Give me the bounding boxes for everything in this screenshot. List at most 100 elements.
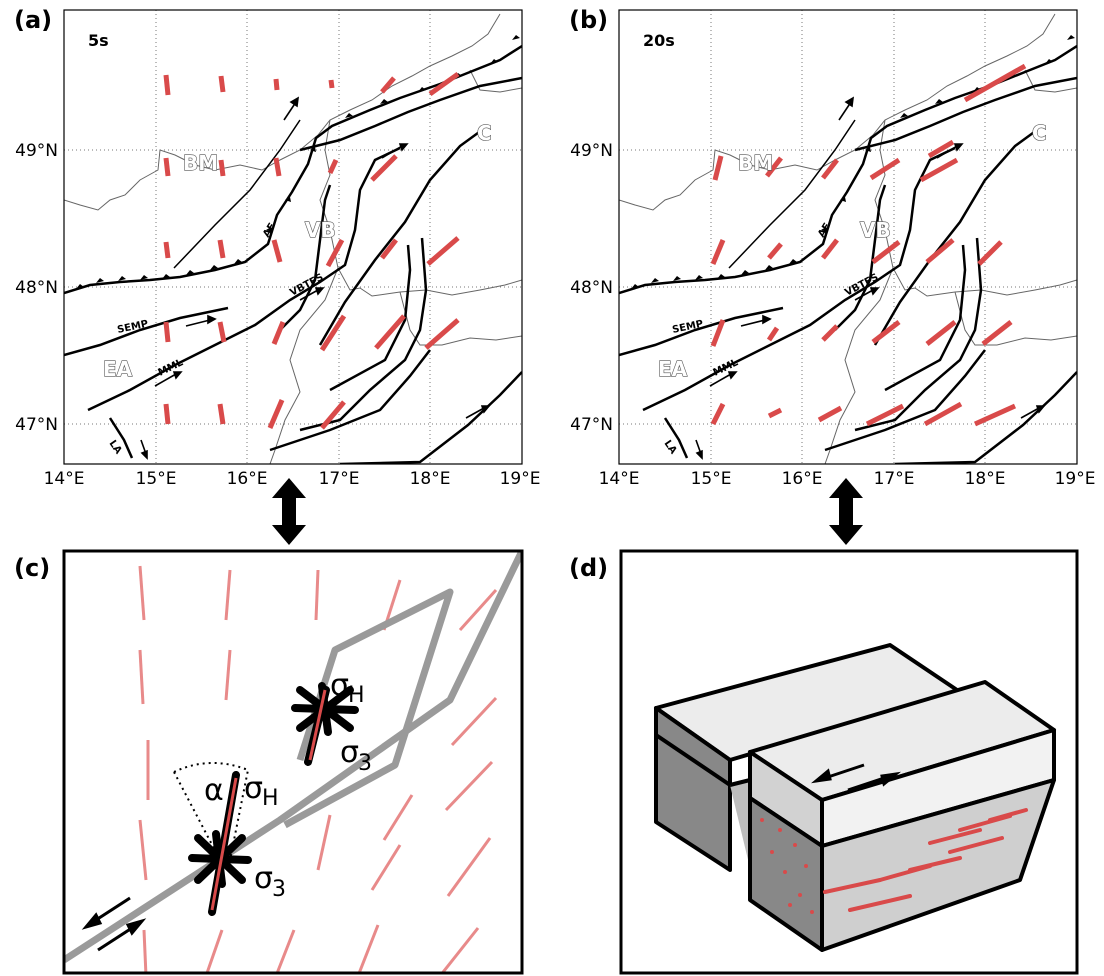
panel-b: (b)	[569, 6, 1095, 489]
lat-axis-a: 49°N 48°N 47°N	[15, 141, 58, 435]
stress-bar	[217, 403, 226, 425]
stress-bar	[766, 326, 780, 342]
sigma-3-lower: σ 3	[254, 861, 286, 902]
stress-line	[357, 924, 380, 973]
stress-bar	[973, 403, 1017, 427]
stress-line	[446, 837, 492, 897]
sigma-subscript: H	[262, 786, 279, 811]
stress-bar	[925, 238, 955, 264]
lat-tick: 49°N	[15, 141, 58, 161]
panel-b-period: 20s	[643, 31, 675, 50]
sigma-3-upper: σ 3	[340, 735, 372, 776]
panel-d-label: (d)	[569, 554, 608, 582]
back-block-ledge	[654, 733, 732, 787]
lat-axis-b: 49°N 48°N 47°N	[570, 141, 613, 435]
stress-bar	[981, 320, 1013, 346]
block-shear-arrows	[810, 763, 902, 792]
stress-line	[224, 649, 232, 701]
stress-bar	[218, 159, 226, 177]
lat-tick: 49°N	[570, 141, 613, 161]
region-ea: EA	[103, 357, 133, 381]
arrow-left	[827, 763, 865, 779]
sigma-subscript: 3	[358, 751, 372, 776]
stress-bar	[328, 79, 335, 89]
stress-line	[382, 794, 414, 841]
panel-a-period: 5s	[88, 31, 109, 50]
double-arrow-icon	[272, 478, 306, 545]
lat-tick: 48°N	[570, 278, 613, 298]
stress-bar	[923, 401, 963, 427]
double-arrow-icon	[829, 478, 863, 545]
main-fault	[64, 551, 522, 963]
lon-tick: 16°E	[782, 469, 823, 489]
lat-tick: 47°N	[15, 415, 58, 435]
stress-bar	[325, 238, 345, 268]
stress-bar	[267, 399, 285, 429]
fracture-line	[928, 828, 982, 845]
stress-bar	[710, 319, 726, 347]
lon-tick: 17°E	[319, 469, 360, 489]
fracture-line	[848, 894, 912, 912]
region-vb: VB	[860, 218, 891, 242]
stress-bar	[163, 321, 171, 343]
stress-bar	[817, 405, 843, 423]
sigma-h-lower: σ H	[244, 771, 279, 811]
stress-line	[316, 814, 332, 871]
stress-bar	[871, 320, 901, 344]
stress-bar	[271, 239, 283, 263]
stress-trajectories	[138, 565, 498, 973]
fault-plane-dots	[760, 818, 814, 914]
fracture-line	[823, 878, 882, 894]
stress-bar	[320, 400, 346, 430]
fracture-line	[988, 808, 1028, 822]
lat-tick: 47°N	[570, 415, 613, 435]
stress-bar	[327, 158, 339, 175]
stress-bar	[925, 320, 957, 346]
stress-bar	[919, 157, 959, 183]
stress-bar	[869, 157, 901, 181]
lon-tick: 18°E	[410, 469, 451, 489]
sigma-symbol: σ	[330, 668, 349, 703]
stress-bar	[380, 76, 396, 94]
stress-line	[444, 760, 494, 812]
fault-la: LA	[662, 438, 679, 456]
panel-a-map	[64, 10, 522, 464]
lon-tick: 19°E	[500, 469, 541, 489]
stress-bar	[218, 75, 226, 93]
stress-line	[458, 588, 498, 632]
arrow-left	[95, 896, 131, 922]
stress-bar	[217, 239, 226, 259]
stress-line	[224, 569, 232, 621]
sigma-symbol: σ	[254, 861, 273, 896]
fault-la: LA	[107, 438, 124, 456]
thrust-teeth	[76, 35, 520, 289]
stress-bar	[765, 156, 783, 178]
region-c: C	[477, 121, 492, 145]
region-c: C	[1032, 121, 1047, 145]
stress-bar	[319, 314, 347, 352]
lon-axis-b: 14°E 15°E 16°E 17°E 18°E 19°E	[599, 469, 1096, 489]
stress-bar	[163, 74, 171, 96]
stress-bar	[963, 63, 1027, 103]
stress-bar	[428, 71, 460, 97]
graticule	[64, 10, 522, 464]
sigma-symbol: σ	[340, 735, 359, 770]
arrow-right	[97, 926, 133, 952]
la-fault	[108, 417, 134, 459]
sigma-symbol: σ	[244, 771, 263, 806]
link-arrows	[272, 478, 863, 545]
stress-line	[314, 569, 320, 621]
stress-bar	[767, 407, 783, 419]
stress-bar	[163, 403, 171, 425]
stress-bars	[163, 71, 460, 430]
stress-bar	[370, 154, 398, 182]
stress-cross-upper	[291, 682, 359, 766]
panel-b-map	[619, 10, 1077, 464]
stress-line	[440, 927, 480, 973]
stress-bar	[927, 139, 955, 159]
stress-bar	[821, 158, 839, 180]
stress-bar	[977, 240, 1003, 266]
stress-cross-lower	[173, 761, 252, 916]
panel-a-label: (a)	[14, 6, 52, 34]
